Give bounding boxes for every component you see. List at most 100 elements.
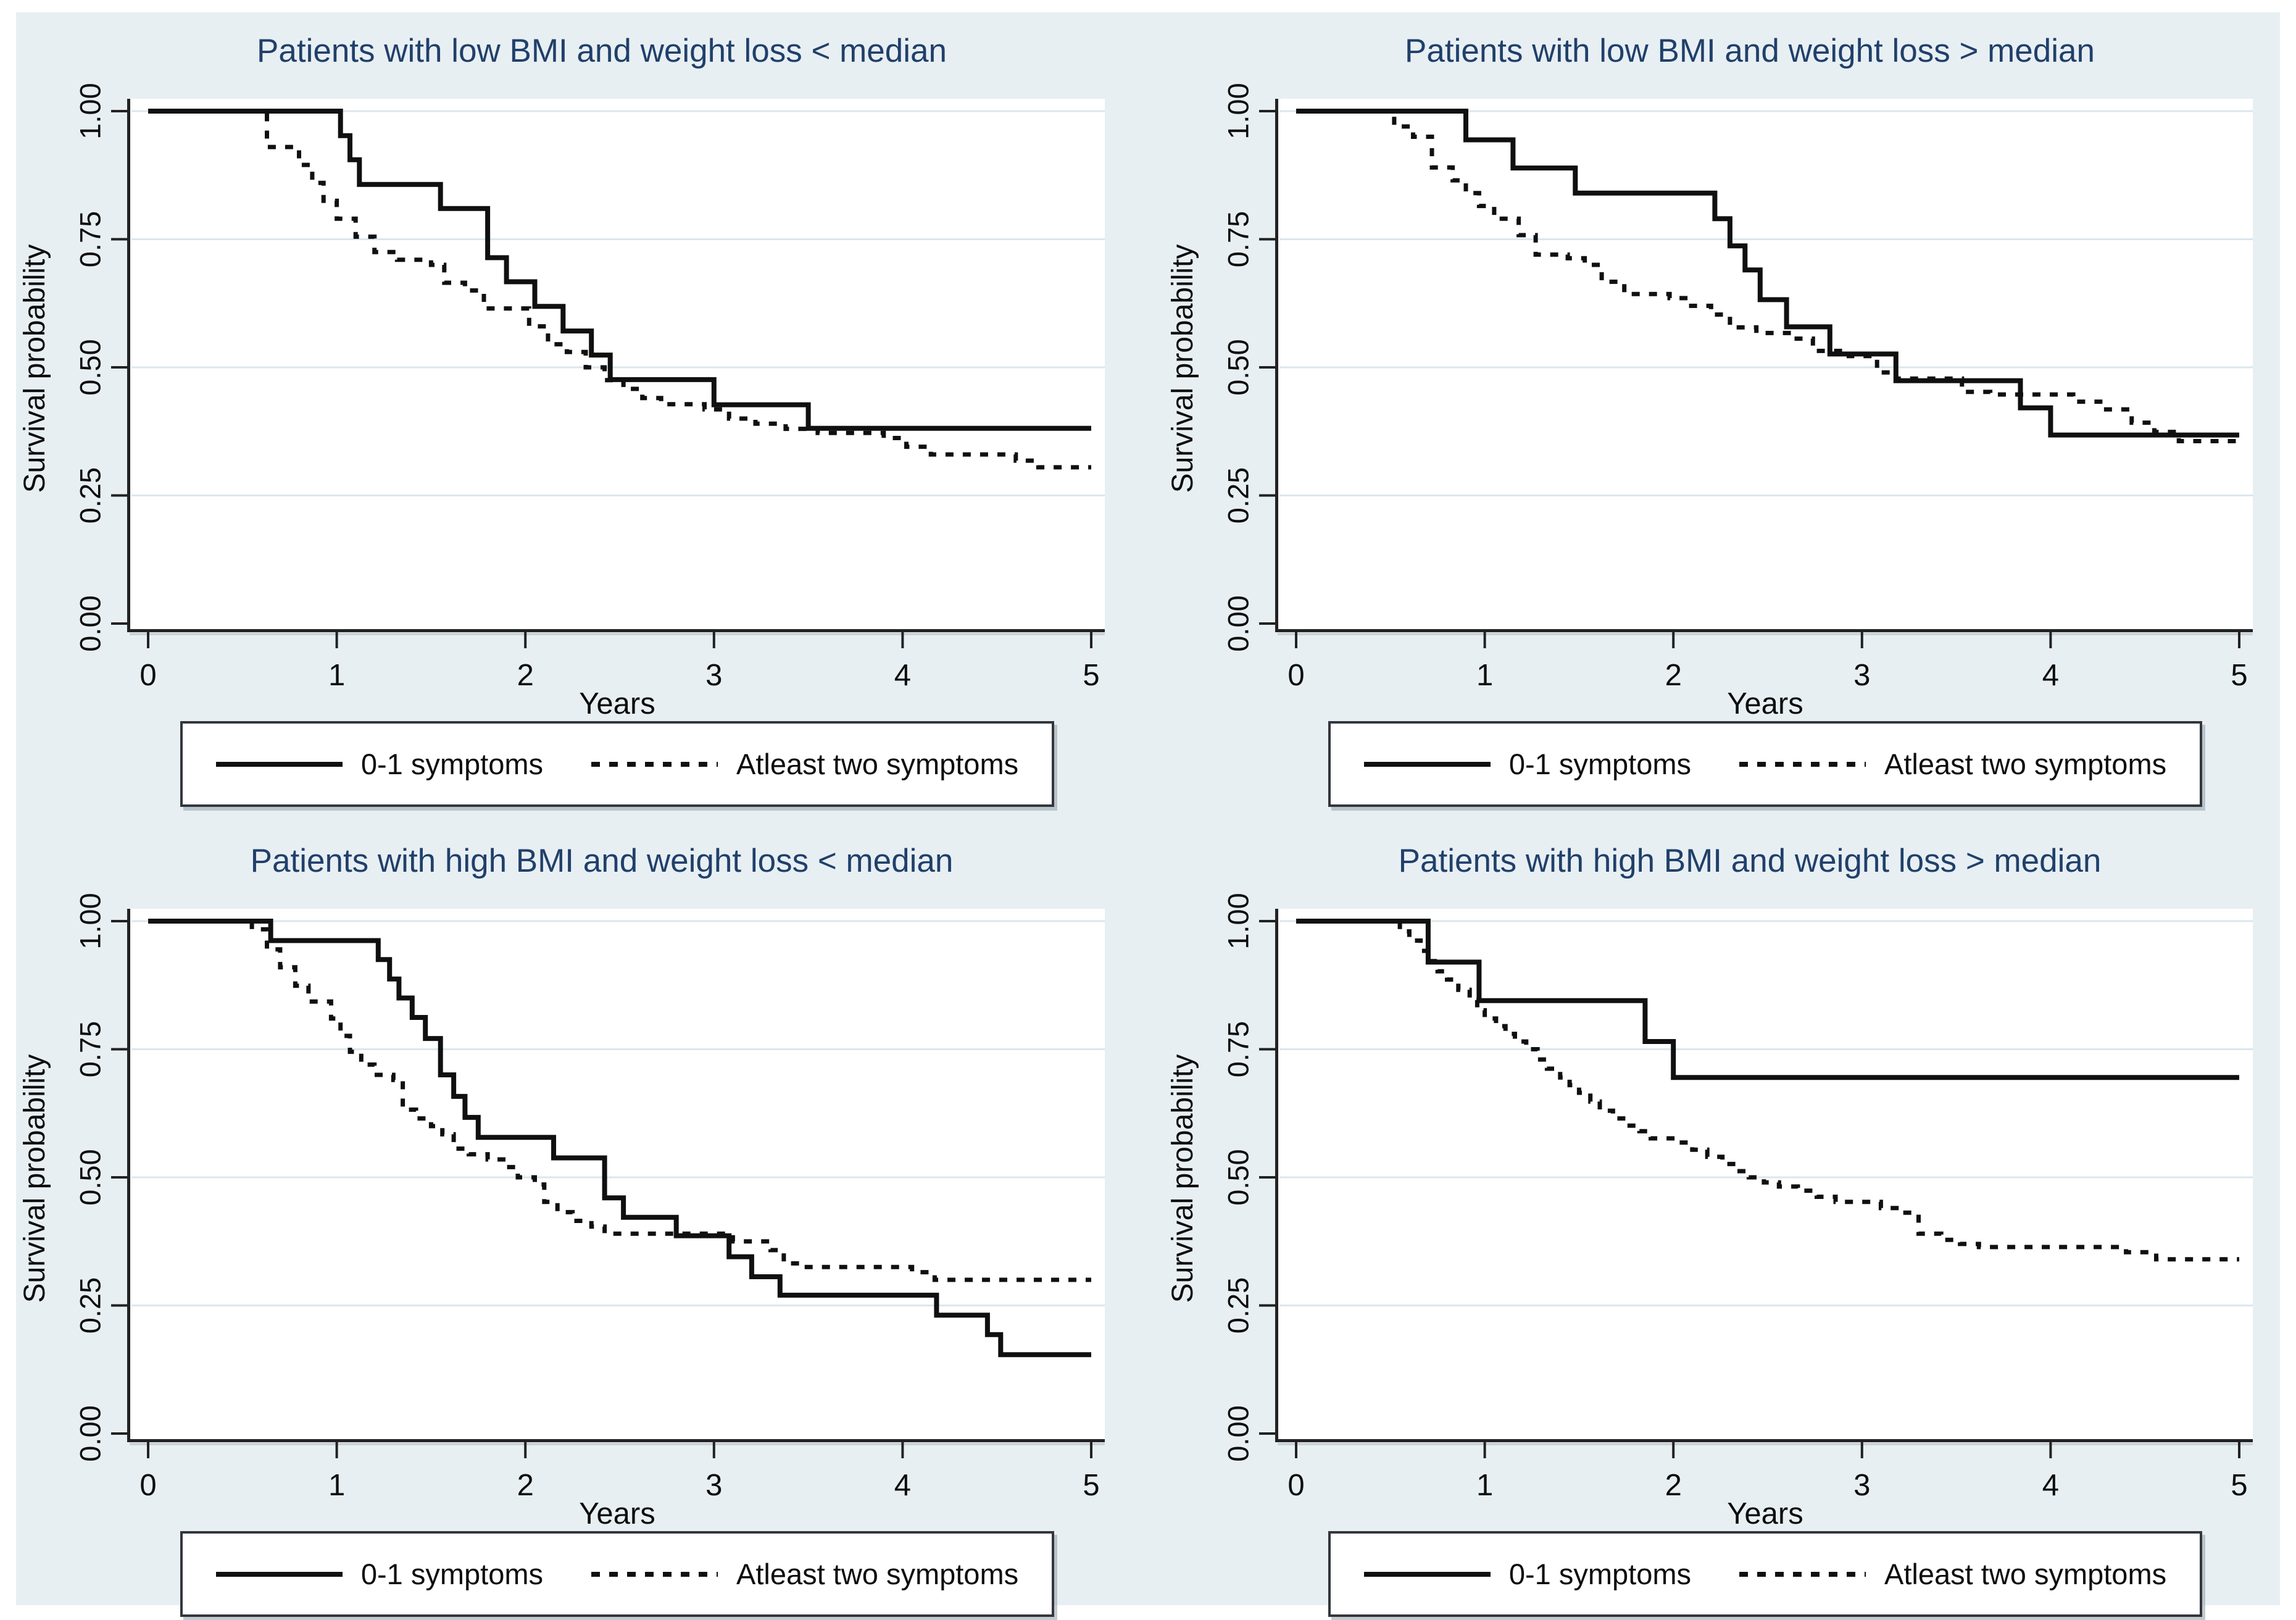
panel-high-bmi-wl-gt-median: Patients with high BMI and weight loss >… <box>1148 810 2296 1620</box>
x-tick <box>2238 632 2240 648</box>
y-tick <box>1259 110 1275 112</box>
x-axis-line <box>1275 1439 2253 1442</box>
x-axis-label: Years <box>579 1497 655 1530</box>
curve-0-1-symptoms <box>148 109 1091 431</box>
x-tick-label: 2 <box>517 1469 534 1502</box>
x-axis-shadow <box>130 633 1105 635</box>
legend-label-solid: 0-1 symptoms <box>360 1558 544 1590</box>
x-axis-label: Years <box>1727 1497 1803 1530</box>
y-axis-line <box>1275 99 1278 632</box>
x-tick <box>1483 1442 1486 1458</box>
x-tick-label: 1 <box>328 1469 345 1502</box>
legend: 0-1 symptoms Atleast two symptoms <box>130 1531 1105 1617</box>
legend-label-dotted: Atleast two symptoms <box>1884 748 2167 780</box>
legend-label-dotted: Atleast two symptoms <box>736 1558 1019 1590</box>
y-tick <box>1259 494 1275 497</box>
x-axis-line <box>127 1439 1105 1442</box>
curve-0-1-symptoms <box>1296 919 2239 1080</box>
x-tick <box>2238 1442 2240 1458</box>
panel-title: Patients with low BMI and weight loss < … <box>257 33 947 69</box>
y-tick-label: 0.75 <box>73 1021 106 1077</box>
x-axis-shadow <box>1278 1443 2253 1445</box>
y-tick <box>1259 622 1275 625</box>
legend: 0-1 symptoms Atleast two symptoms <box>1278 1531 2253 1617</box>
x-axis-line <box>1275 629 2253 632</box>
y-tick <box>111 110 127 112</box>
y-axis-line <box>127 99 130 632</box>
x-tick-label: 1 <box>1476 659 1493 692</box>
x-tick <box>335 632 338 648</box>
x-axis-label: Years <box>1727 687 1803 720</box>
y-tick-label: 0.75 <box>1221 211 1254 267</box>
y-tick-label: 1.00 <box>73 83 106 139</box>
x-tick <box>901 632 904 648</box>
y-tick <box>1259 1432 1275 1435</box>
panel-low-bmi-wl-gt-median: Patients with low BMI and weight loss > … <box>1148 0 2296 810</box>
x-tick-label: 3 <box>705 1469 722 1502</box>
x-tick-label: 3 <box>1853 659 1870 692</box>
x-tick <box>712 632 715 648</box>
legend: 0-1 symptoms Atleast two symptoms <box>1278 721 2253 807</box>
x-tick-label: 5 <box>2231 1469 2247 1502</box>
y-tick <box>111 920 127 922</box>
x-tick <box>1090 1442 1092 1458</box>
survival-plot: 0.00 0.25 0.50 0.75 1.00 0 1 2 3 4 5 <box>73 83 1105 692</box>
y-tick-label: 0.00 <box>73 1405 106 1461</box>
legend-solid-line-swatch <box>1363 1571 1491 1577</box>
x-axis-label: Years <box>579 687 655 720</box>
y-tick-label: 0.50 <box>1221 1149 1254 1205</box>
legend-label-solid: 0-1 symptoms <box>1508 748 1692 780</box>
x-tick-label: 0 <box>139 659 156 692</box>
y-axis-line <box>127 909 130 1442</box>
y-tick-label: 0.25 <box>1221 1277 1254 1334</box>
panel-title: Patients with high BMI and weight loss >… <box>1398 843 2102 879</box>
legend-solid-line-swatch <box>1363 761 1491 767</box>
x-tick-label: 5 <box>1083 1469 1099 1502</box>
y-tick <box>111 238 127 241</box>
y-tick-label: 0.25 <box>73 467 106 524</box>
y-tick-label: 0.25 <box>1221 467 1254 524</box>
y-tick-label: 0.50 <box>73 1149 106 1205</box>
curve-atleast-two-symptoms <box>148 919 1091 1282</box>
x-axis-shadow <box>130 1443 1105 1445</box>
legend-solid-line-swatch <box>215 761 343 767</box>
y-tick <box>111 494 127 497</box>
legend-box: 0-1 symptoms Atleast two symptoms <box>1328 1531 2203 1617</box>
x-tick <box>1672 632 1675 648</box>
y-tick <box>111 1176 127 1179</box>
x-tick-label: 0 <box>139 1469 156 1502</box>
y-tick <box>111 1432 127 1435</box>
y-tick <box>1259 238 1275 241</box>
curve-atleast-two-symptoms <box>148 109 1091 470</box>
x-tick-label: 1 <box>328 659 345 692</box>
y-tick <box>1259 1304 1275 1307</box>
x-tick <box>147 632 149 648</box>
x-tick <box>2049 1442 2052 1458</box>
x-tick <box>1090 632 1092 648</box>
x-tick <box>335 1442 338 1458</box>
legend-dotted-line-swatch <box>591 1571 718 1577</box>
y-tick-label: 1.00 <box>73 893 106 949</box>
survival-plot: 0.00 0.25 0.50 0.75 1.00 0 1 2 3 4 5 <box>1221 893 2253 1502</box>
plot-area <box>130 99 1105 631</box>
x-tick <box>2049 632 2052 648</box>
x-tick-label: 0 <box>1287 659 1304 692</box>
legend-dotted-line-swatch <box>591 761 718 767</box>
x-tick-label: 4 <box>894 659 911 692</box>
panel-title: Patients with high BMI and weight loss <… <box>250 843 954 879</box>
legend-box: 0-1 symptoms Atleast two symptoms <box>180 1531 1055 1617</box>
x-tick <box>147 1442 149 1458</box>
legend-dotted-line-swatch <box>1739 761 1866 767</box>
x-tick-label: 4 <box>894 1469 911 1502</box>
survival-plot: 0.00 0.25 0.50 0.75 1.00 0 1 2 3 4 5 <box>73 893 1105 1502</box>
panel-high-bmi-wl-lt-median: Patients with high BMI and weight loss <… <box>0 810 1148 1620</box>
x-tick-label: 5 <box>2231 659 2247 692</box>
y-tick <box>1259 366 1275 369</box>
y-axis-line <box>1275 909 1278 1442</box>
x-tick-label: 2 <box>1665 659 1682 692</box>
x-tick-label: 4 <box>2042 1469 2059 1502</box>
y-tick-label: 0.50 <box>73 339 106 395</box>
y-tick-label: 1.00 <box>1221 893 1254 949</box>
x-tick-label: 3 <box>1853 1469 1870 1502</box>
